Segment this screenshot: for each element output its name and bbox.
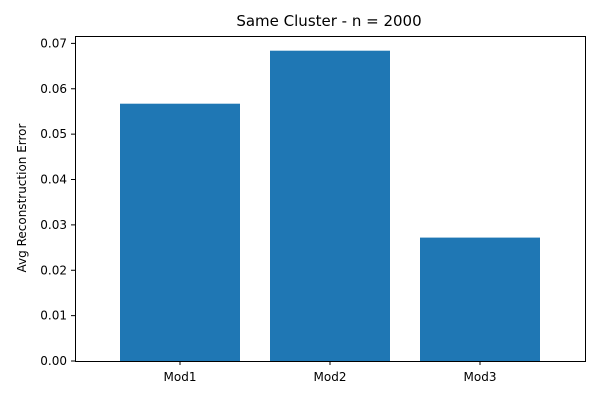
x-tick-label: Mod2 bbox=[314, 370, 347, 384]
x-tick-label: Mod1 bbox=[164, 370, 197, 384]
y-tick-label: 0.05 bbox=[40, 127, 67, 141]
x-tick-label: Mod3 bbox=[464, 370, 497, 384]
bar-mod2 bbox=[270, 50, 390, 361]
y-tick-label: 0.06 bbox=[40, 82, 67, 96]
y-tick-label: 0.01 bbox=[40, 309, 67, 323]
chart-title: Same Cluster - n = 2000 bbox=[236, 12, 421, 30]
y-tick-label: 0.02 bbox=[40, 263, 67, 277]
bar-mod3 bbox=[420, 237, 540, 361]
y-axis-label: Avg Reconstruction Error bbox=[15, 123, 29, 272]
y-tick-label: 0.03 bbox=[40, 218, 67, 232]
bars-group bbox=[120, 50, 540, 361]
plot-frame bbox=[75, 36, 586, 362]
y-tick-label: 0.07 bbox=[40, 36, 67, 50]
bar-mod1 bbox=[120, 103, 240, 361]
x-axis-ticks: Mod1 Mod2 Mod3 bbox=[164, 361, 497, 384]
y-axis-ticks: 0.00 0.01 0.02 0.03 0.04 0.05 0.06 0.07 bbox=[40, 36, 75, 368]
y-tick-label: 0.04 bbox=[40, 173, 67, 187]
y-tick-label: 0.00 bbox=[40, 354, 67, 368]
